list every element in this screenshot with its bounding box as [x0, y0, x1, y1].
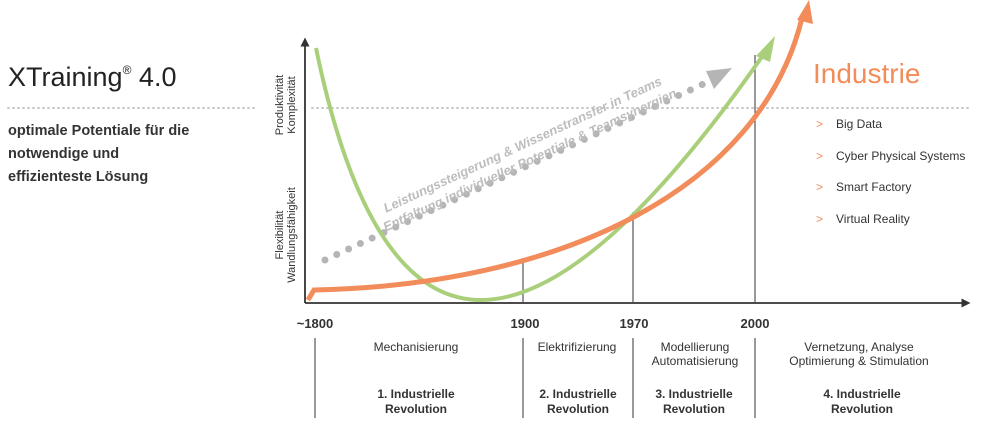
- y-axis-bottom-label: Flexibilität: [274, 211, 286, 260]
- y-axis-top-label: Komplexität: [286, 76, 298, 133]
- list-item: > Cyber Physical Systems: [816, 148, 966, 163]
- revolution-label: 4. Industrielle: [823, 387, 901, 401]
- chevron-right-icon: >: [816, 211, 824, 226]
- revolution-label: 1. Industrielle: [377, 387, 455, 401]
- y-axis-top-label: Produktivität: [274, 75, 286, 136]
- subtitle-line: optimale Potentiale für die: [8, 123, 190, 139]
- era-topic: Modellierung: [661, 340, 730, 354]
- diagonal-label-1: Leistungssteigerung & Wissenstransfer in…: [381, 73, 664, 215]
- green-curve-arrowhead: [756, 36, 775, 62]
- revolution-label: Revolution: [831, 402, 893, 416]
- tick-label-year: 2000: [741, 316, 770, 331]
- orange-curve-arrowhead: [797, 0, 813, 24]
- tick-label-year: 1900: [511, 316, 540, 331]
- tick-label-year: ~1800: [297, 316, 334, 331]
- list-item: > Virtual Reality: [816, 211, 910, 226]
- era-topic: Optimierung & Stimulation: [789, 354, 928, 368]
- era-topic: Mechanisierung: [374, 340, 459, 354]
- revolution-label: Revolution: [663, 402, 725, 416]
- industrie-feature-list: > Big Data > Cyber Physical Systems > Smart…: [816, 117, 965, 243]
- green-curve: [314, 46, 770, 302]
- diagonal-arrowhead: [706, 68, 732, 89]
- tick-label-year: 1970: [620, 316, 649, 331]
- revolution-label: 2. Industrielle: [539, 387, 617, 401]
- page-title: XTraining® 4.0: [8, 62, 177, 92]
- era-topic: Elektrifizierung: [538, 340, 617, 354]
- chevron-right-icon: >: [816, 148, 824, 163]
- subtitle-line: notwendige und: [8, 146, 120, 162]
- revolution-label: Revolution: [547, 402, 609, 416]
- chevron-right-icon: >: [816, 180, 824, 194]
- subtitle: optimale Potentiale für die notwendige u…: [8, 120, 248, 189]
- chevron-right-icon: >: [816, 117, 824, 131]
- y-axis-bottom-label: Wandlungsfähigkeit: [286, 187, 298, 283]
- revolution-label: Revolution: [385, 402, 447, 416]
- orange-curve: [305, 17, 805, 302]
- era-topic: Automatisierung: [652, 354, 739, 368]
- revolution-label: 3. Industrielle: [655, 387, 733, 401]
- list-item: > Big Data: [816, 117, 883, 131]
- industrie-title: Industrie: [813, 58, 921, 89]
- subtitle-line: effizienteste Lösung: [8, 169, 149, 185]
- era-topic: Vernetzung, Analyse: [804, 340, 914, 354]
- list-item: > Smart Factory: [816, 180, 912, 194]
